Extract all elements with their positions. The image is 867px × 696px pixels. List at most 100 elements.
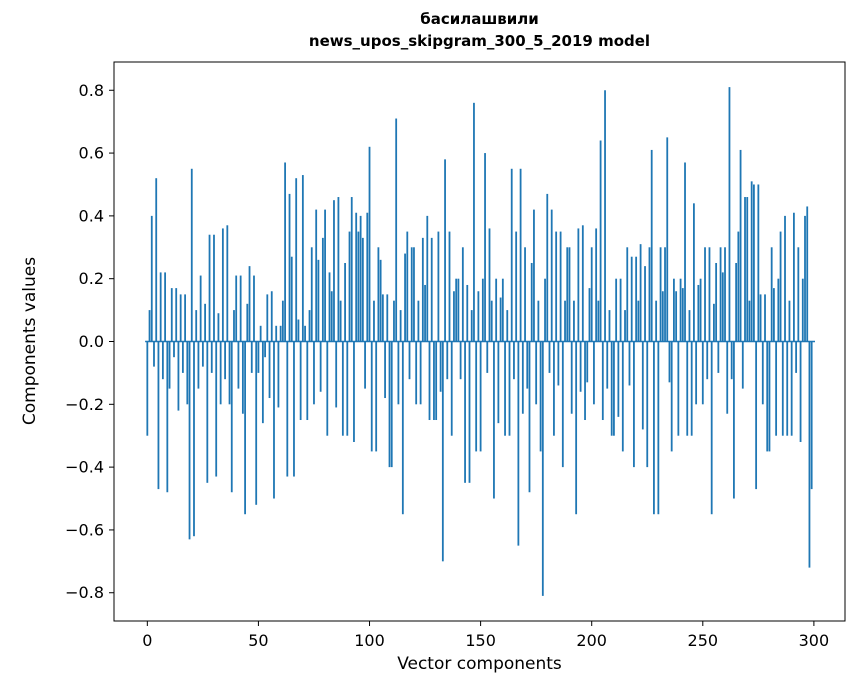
bar [228, 341, 231, 405]
bar [797, 247, 800, 342]
bar [708, 247, 711, 342]
bar [281, 300, 284, 342]
bar [350, 197, 353, 342]
bar [693, 203, 695, 342]
bar [306, 341, 309, 421]
bar [517, 341, 520, 546]
bar [810, 341, 813, 490]
bar [375, 341, 378, 452]
bar [657, 341, 660, 515]
bar [568, 247, 571, 342]
bar [588, 288, 591, 342]
bar [448, 231, 451, 342]
x-tick-label: 100 [354, 631, 385, 650]
bar [744, 197, 746, 342]
bar [217, 313, 220, 342]
bar [466, 284, 469, 342]
bar [246, 303, 249, 342]
bar [359, 215, 362, 342]
bar [555, 231, 558, 342]
bar [766, 341, 769, 452]
bar [368, 146, 371, 342]
bar [235, 275, 238, 342]
bar [288, 193, 291, 342]
bar [268, 341, 271, 399]
bar [233, 310, 235, 342]
y-tick-label: −0.4 [65, 458, 104, 477]
bar [473, 102, 475, 342]
bar [279, 325, 282, 342]
bar [544, 278, 546, 342]
bar [653, 341, 655, 515]
y-tick-label: −0.6 [65, 520, 104, 539]
bar [499, 297, 502, 342]
bar [355, 212, 358, 342]
bar [479, 341, 482, 452]
bar [453, 291, 455, 342]
bar [181, 341, 184, 373]
bar [613, 341, 615, 436]
bar [690, 341, 693, 436]
bar [264, 341, 266, 358]
bar [373, 300, 375, 342]
bar [206, 341, 209, 483]
bar [259, 325, 262, 342]
bar [610, 341, 613, 436]
bar [721, 272, 724, 342]
bar [477, 291, 480, 342]
bar [310, 247, 313, 342]
bar [484, 153, 486, 342]
bar [315, 209, 318, 342]
bar [273, 341, 275, 499]
bar [404, 253, 406, 342]
bar [399, 310, 402, 342]
bar [717, 341, 720, 373]
bar [519, 168, 522, 342]
bar [737, 231, 740, 342]
bar [153, 341, 155, 367]
bar [575, 341, 578, 515]
y-tick-label: 0.6 [79, 144, 104, 163]
bar [204, 303, 206, 342]
bar [319, 341, 322, 392]
bar [215, 341, 218, 477]
bar [197, 341, 200, 389]
bar [659, 247, 662, 342]
bar [553, 341, 555, 436]
bar [364, 341, 366, 389]
bar [741, 341, 744, 389]
chart-title: басилашвили news_upos_skipgram_300_5_201… [114, 8, 845, 52]
bar [701, 341, 704, 405]
bar [257, 341, 260, 373]
bar [606, 341, 609, 389]
bar [539, 341, 542, 452]
bar [806, 206, 809, 342]
bar [328, 272, 331, 342]
bar [726, 341, 729, 414]
bar [624, 310, 626, 342]
bar [175, 288, 178, 342]
bar [675, 291, 678, 342]
bar [366, 212, 369, 342]
bar [344, 262, 346, 342]
bar [317, 259, 320, 342]
bar [804, 215, 806, 342]
x-axis-label: Vector components [397, 654, 562, 674]
bar [730, 341, 733, 380]
bar [646, 341, 649, 468]
bar [524, 247, 526, 342]
bar [739, 149, 742, 342]
bar [481, 278, 484, 342]
bar [433, 341, 435, 421]
chart-title-word: басилашвили [420, 10, 539, 28]
bar [361, 237, 364, 342]
bar [704, 247, 706, 342]
bar [164, 272, 166, 342]
bar [664, 247, 666, 342]
bar [388, 341, 391, 468]
bar [395, 118, 398, 342]
bar [195, 310, 198, 342]
bar [579, 341, 582, 392]
bar [781, 341, 784, 436]
bar [190, 168, 193, 342]
